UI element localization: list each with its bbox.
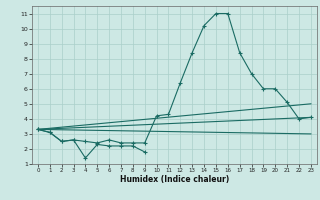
X-axis label: Humidex (Indice chaleur): Humidex (Indice chaleur) — [120, 175, 229, 184]
